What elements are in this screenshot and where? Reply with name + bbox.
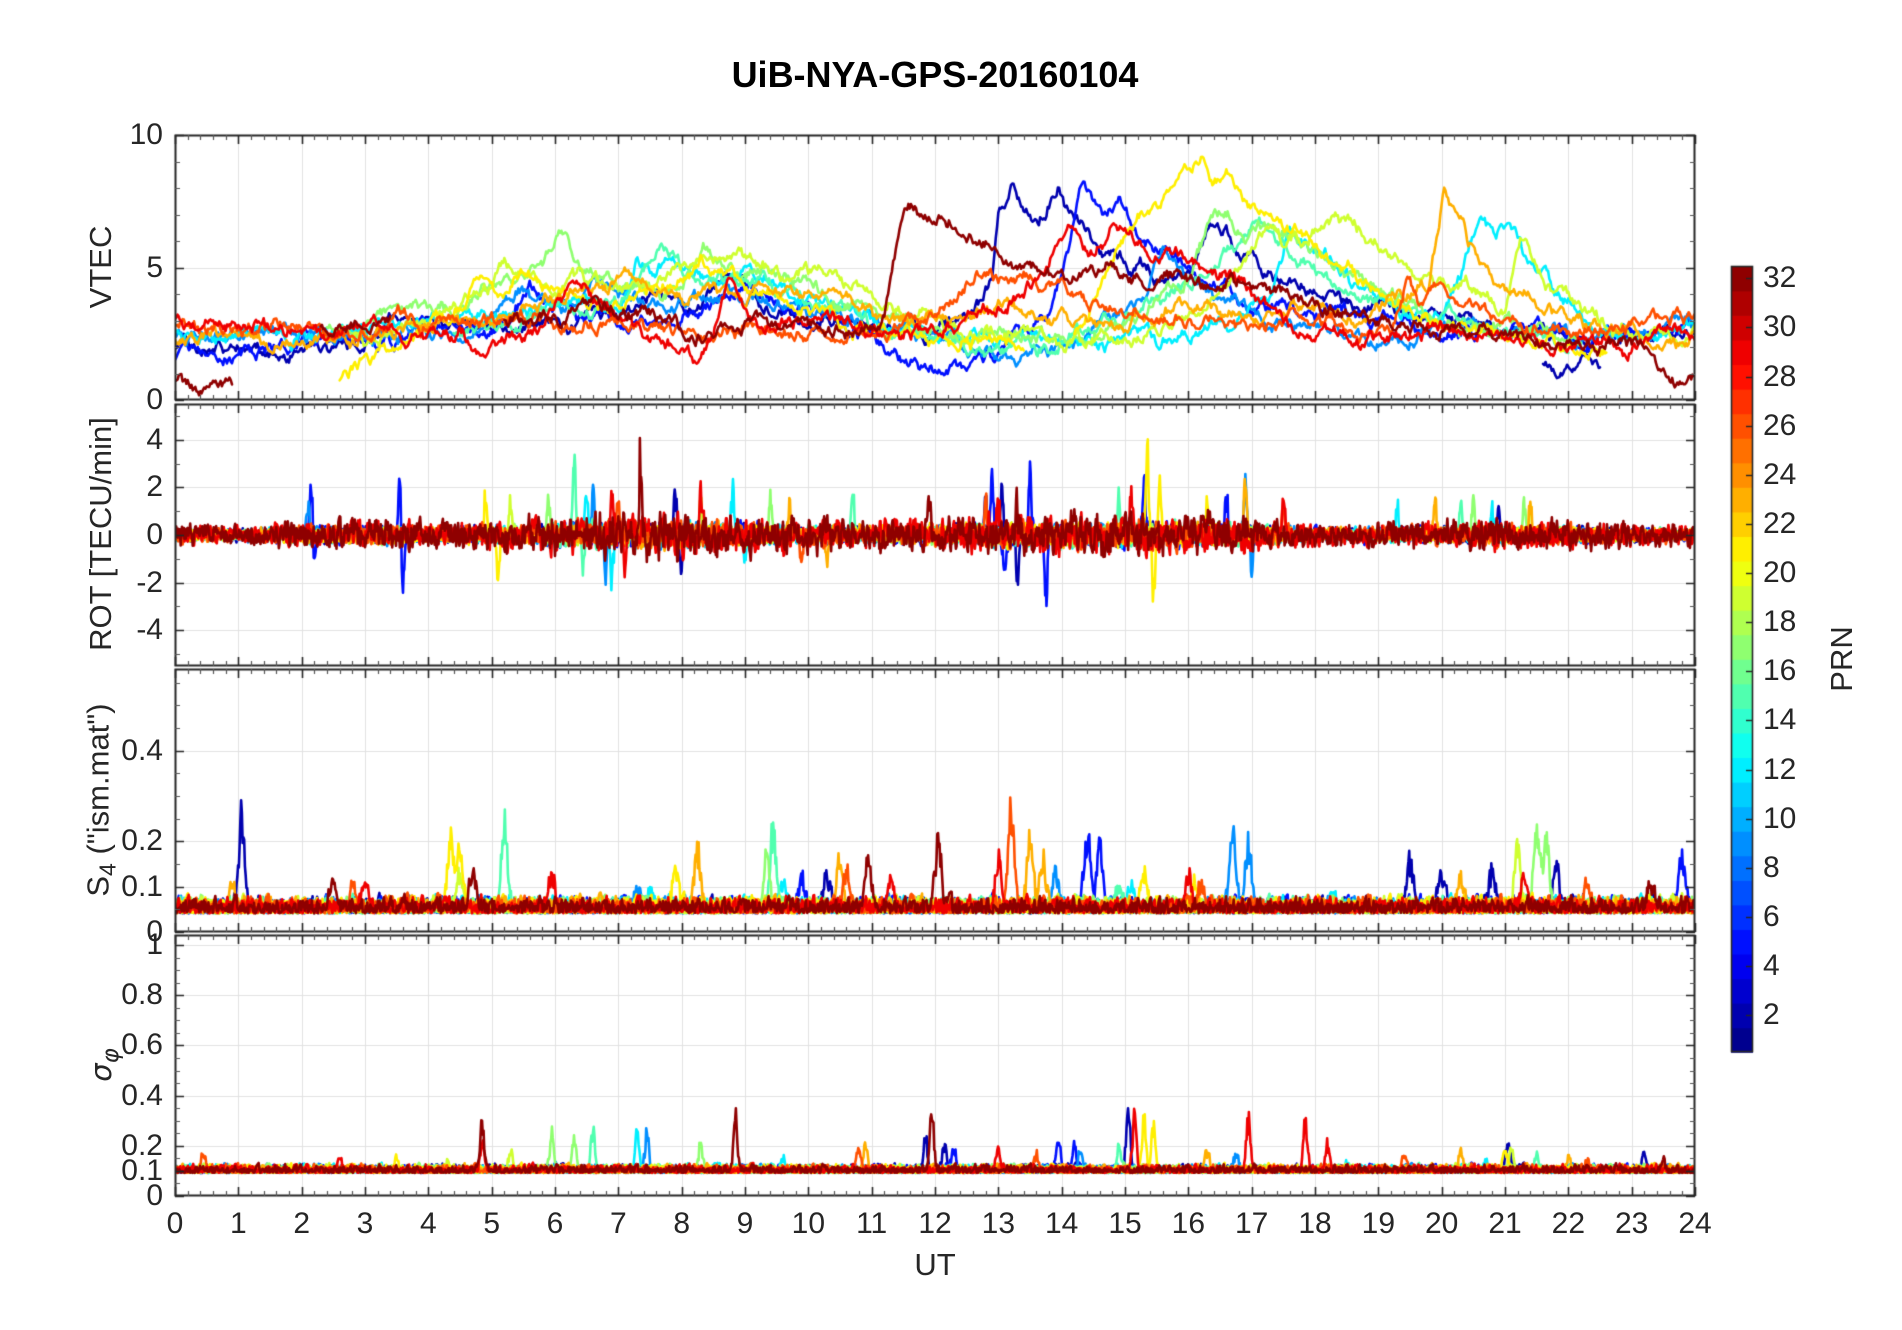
colorbar-tick-label: 22 [1763, 506, 1797, 540]
colorbar-tick-label: 16 [1763, 654, 1797, 688]
x-tick-label: 14 [1044, 1207, 1079, 1240]
sigma_phi-y-tick-label: 0 [146, 1179, 163, 1212]
s4-y-tick-label: 0.1 [121, 869, 163, 903]
x-tick-label: 6 [546, 1207, 564, 1240]
x-tick-label: 16 [1171, 1207, 1206, 1240]
s4-y-tick-label: 0.4 [121, 733, 163, 767]
x-tick-label: 18 [1298, 1207, 1332, 1240]
vtec-y-tick-label: 0 [146, 383, 163, 416]
sigma_phi-y-tick-label: 0.8 [121, 978, 163, 1012]
colorbar-tick-label: 24 [1763, 457, 1797, 491]
x-tick-label: 10 [791, 1207, 826, 1240]
x-tick-label: 9 [736, 1207, 754, 1240]
chart-title: UiB-NYA-GPS-20160104 [731, 54, 1139, 95]
x-tick-label: 24 [1678, 1207, 1712, 1240]
rot-y-tick-label: -4 [136, 613, 163, 647]
s4-axis-label: S4 ("ism.mat") [80, 703, 121, 897]
s4-y-tick-label: 0.2 [121, 824, 163, 858]
colorbar-tick-label: 4 [1763, 949, 1780, 983]
colorbar-tick-label: 12 [1763, 752, 1797, 786]
x-tick-label: 8 [673, 1207, 690, 1240]
colorbar-tick-label: 18 [1763, 605, 1797, 639]
rot-y-tick-label: 4 [146, 422, 163, 456]
x-tick-label: 20 [1424, 1207, 1459, 1240]
sigma_phi-y-tick-label: 0.2 [121, 1128, 163, 1162]
colorbar-tick-label: 32 [1763, 261, 1797, 295]
x-tick-label: 1 [229, 1207, 247, 1240]
rot-y-tick-label: 0 [146, 518, 163, 551]
x-tick-label: 7 [609, 1207, 627, 1240]
s4-y-tick-label: 0 [146, 915, 163, 948]
x-tick-label: 4 [419, 1207, 437, 1240]
x-tick-label: 5 [483, 1207, 500, 1240]
colorbar-tick-label: 20 [1763, 556, 1797, 590]
x-tick-label: 12 [918, 1207, 952, 1240]
x-tick-label: 11 [856, 1207, 888, 1240]
colorbar-tick-label: 10 [1763, 801, 1797, 835]
x-tick-label: 22 [1551, 1207, 1586, 1240]
x-axis-label: UT [914, 1247, 956, 1282]
colorbar-tick-label: 2 [1763, 998, 1780, 1032]
x-tick-label: 21 [1488, 1207, 1522, 1240]
x-tick-label: 17 [1234, 1207, 1269, 1240]
colorbar-tick-label: 26 [1763, 408, 1797, 442]
colorbar-tick-label: 30 [1763, 310, 1797, 344]
x-tick-label: 19 [1361, 1207, 1396, 1240]
sigma_phi-y-tick-label: 0.1 [121, 1153, 163, 1187]
x-tick-label: 0 [166, 1207, 184, 1240]
colorbar-tick-label: 28 [1763, 359, 1797, 393]
vtec-y-tick-label: 10 [129, 118, 163, 151]
rot-y-tick-label: -2 [136, 565, 163, 599]
x-tick-label: 13 [981, 1207, 1016, 1240]
sigma_phi-y-tick-label: 1 [146, 928, 163, 962]
sigma_phi-y-tick-label: 0.4 [121, 1078, 163, 1112]
x-tick-label: 15 [1108, 1207, 1142, 1240]
colorbar-tick-label: 8 [1763, 850, 1780, 884]
rot-y-tick-label: 2 [146, 470, 163, 504]
vtec-y-tick-label: 5 [146, 250, 163, 284]
sigma_phi-y-tick-label: 0.6 [121, 1028, 163, 1062]
x-tick-label: 2 [293, 1207, 310, 1240]
colorbar-tick-label: 14 [1763, 703, 1797, 737]
x-tick-label: 23 [1614, 1207, 1649, 1240]
colorbar-tick-label: 6 [1763, 899, 1780, 933]
x-tick-label: 3 [356, 1207, 374, 1240]
